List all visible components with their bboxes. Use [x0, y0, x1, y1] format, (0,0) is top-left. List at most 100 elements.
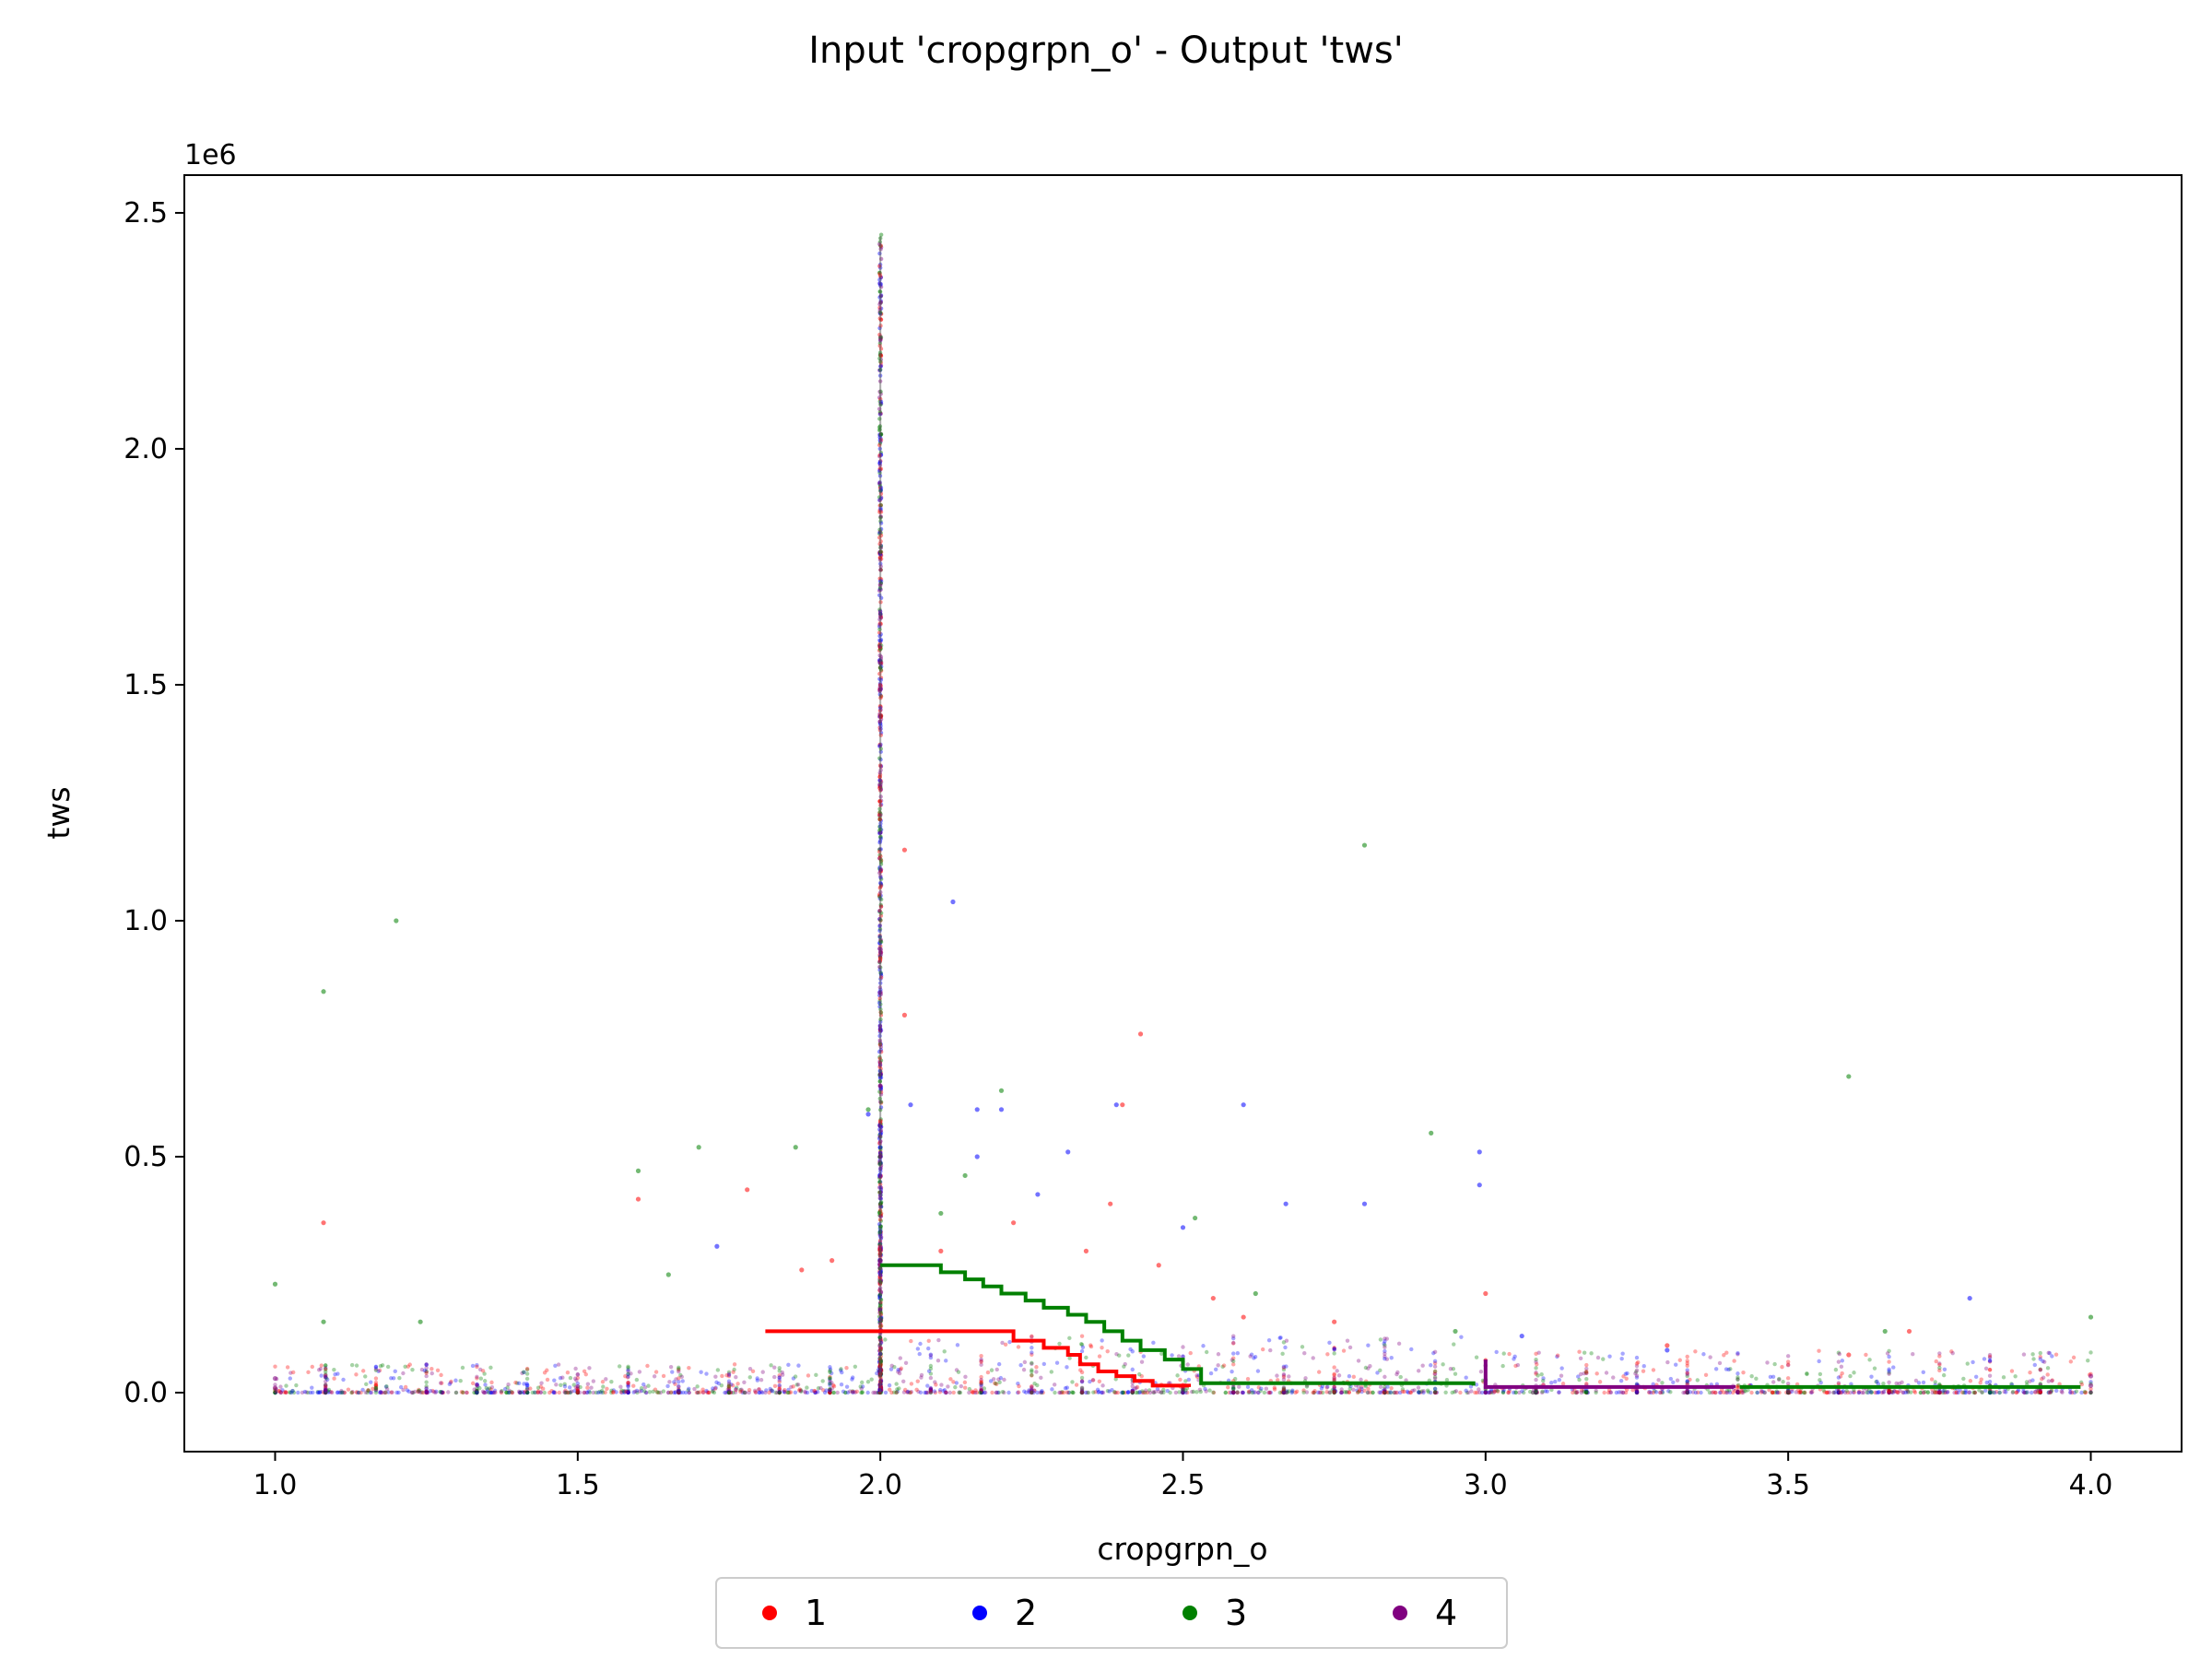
- cloud-point: [816, 1386, 821, 1391]
- cloud-point: [1079, 1389, 1085, 1394]
- cloud-point: [979, 1390, 983, 1395]
- cloud-point: [1500, 1390, 1506, 1394]
- cloud-point: [1597, 1380, 1603, 1384]
- cloud-point: [475, 1388, 479, 1394]
- cloud-point: [1434, 1390, 1440, 1394]
- cloud-point: [1754, 1376, 1759, 1382]
- cloud-point: [828, 1382, 832, 1388]
- cloud-point: [384, 1386, 390, 1392]
- cloud-point: [1065, 1365, 1069, 1370]
- cloud-point: [1086, 1390, 1091, 1395]
- cloud-point: [2024, 1380, 2030, 1384]
- cloud-point: [482, 1371, 487, 1376]
- cloud-point: [1281, 1390, 1287, 1395]
- series-3-point: [665, 1272, 671, 1277]
- cloud-point: [1660, 1381, 1665, 1385]
- cloud-point: [1780, 1364, 1784, 1370]
- cloud-point: [994, 1390, 999, 1395]
- cloud-point: [476, 1383, 480, 1389]
- cloud-point: [713, 1385, 718, 1390]
- x-tick-label: 2.0: [858, 1469, 902, 1501]
- cloud-point: [1384, 1390, 1390, 1395]
- cloud-point: [1937, 1390, 1942, 1395]
- cloud-point: [1942, 1390, 1947, 1395]
- cloud-point: [626, 1383, 630, 1388]
- cloud-point: [324, 1372, 328, 1377]
- cloud-point: [1231, 1340, 1236, 1346]
- series-3-point: [2088, 1314, 2094, 1320]
- cloud-point: [524, 1390, 530, 1395]
- cloud-point: [1584, 1362, 1589, 1368]
- cloud-point: [1141, 1354, 1147, 1359]
- cloud-point: [677, 1390, 681, 1395]
- cloud-point: [1785, 1363, 1791, 1368]
- cloud-point: [1937, 1390, 1942, 1395]
- cloud-point: [383, 1390, 388, 1395]
- cloud-point: [1256, 1390, 1261, 1395]
- cloud-point: [700, 1387, 705, 1392]
- cloud-point: [1521, 1390, 1526, 1395]
- cloud-point: [894, 1382, 899, 1386]
- cloud-point: [1281, 1387, 1287, 1392]
- cloud-point: [482, 1379, 488, 1383]
- cloud-point: [1620, 1390, 1626, 1395]
- cloud-point: [1837, 1351, 1842, 1357]
- cloud-point: [1000, 1389, 1006, 1394]
- cloud-point: [1868, 1390, 1874, 1394]
- cloud-point: [1789, 1389, 1794, 1394]
- cloud-point: [1501, 1387, 1506, 1393]
- cloud-point: [1231, 1390, 1236, 1394]
- cloud-point: [1634, 1355, 1640, 1360]
- cloud-point: [1335, 1369, 1339, 1373]
- cloud-point: [1507, 1351, 1512, 1357]
- cloud-point: [642, 1385, 648, 1390]
- cloud-point: [1249, 1352, 1254, 1357]
- cloud-point: [458, 1378, 463, 1383]
- cloud-point: [475, 1362, 479, 1368]
- cloud-point: [2009, 1382, 2014, 1386]
- cloud-point: [386, 1390, 391, 1394]
- cloud-point: [1416, 1369, 1421, 1373]
- cloud-point: [1577, 1349, 1582, 1354]
- cloud-point: [1241, 1390, 1246, 1395]
- cloud-point: [1540, 1389, 1545, 1394]
- cloud-point: [1584, 1377, 1589, 1382]
- cloud-point: [373, 1376, 379, 1381]
- series-3-point: [962, 1172, 968, 1179]
- cloud-point: [1147, 1388, 1152, 1393]
- cloud-point: [1231, 1390, 1236, 1394]
- cloud-point: [516, 1389, 522, 1394]
- cloud-point: [1967, 1390, 1972, 1394]
- cloud-point: [1079, 1334, 1085, 1338]
- cloud-point: [2088, 1350, 2093, 1355]
- cloud-point: [2038, 1389, 2042, 1394]
- cloud-point: [1818, 1371, 1823, 1377]
- cloud-point: [411, 1390, 416, 1395]
- cloud-point: [1534, 1390, 1538, 1394]
- cloud-point: [475, 1390, 479, 1394]
- cloud-point: [322, 1390, 326, 1395]
- cloud-point: [1987, 1368, 1993, 1372]
- cloud-point: [901, 1390, 907, 1394]
- cloud-point: [1582, 1350, 1587, 1355]
- cloud-point: [1022, 1359, 1028, 1365]
- cloud-point: [1534, 1390, 1538, 1395]
- cloud-point: [933, 1390, 938, 1395]
- cloud-point: [1755, 1390, 1760, 1395]
- cloud-point: [777, 1375, 782, 1380]
- cloud-point: [673, 1390, 678, 1394]
- cloud-point: [324, 1390, 328, 1395]
- cloud-point: [368, 1390, 373, 1395]
- cloud-point: [382, 1390, 388, 1395]
- cloud-point: [1341, 1348, 1347, 1353]
- cloud-point: [2074, 1389, 2079, 1394]
- cloud-point: [1685, 1390, 1689, 1394]
- cloud-point: [1139, 1373, 1144, 1379]
- cloud-point: [680, 1390, 686, 1395]
- cloud-point: [889, 1363, 894, 1368]
- cloud-point: [518, 1390, 524, 1395]
- cloud-point: [325, 1377, 330, 1382]
- cloud-point: [1530, 1390, 1535, 1395]
- cloud-point: [828, 1378, 832, 1383]
- cloud-point: [1332, 1388, 1336, 1394]
